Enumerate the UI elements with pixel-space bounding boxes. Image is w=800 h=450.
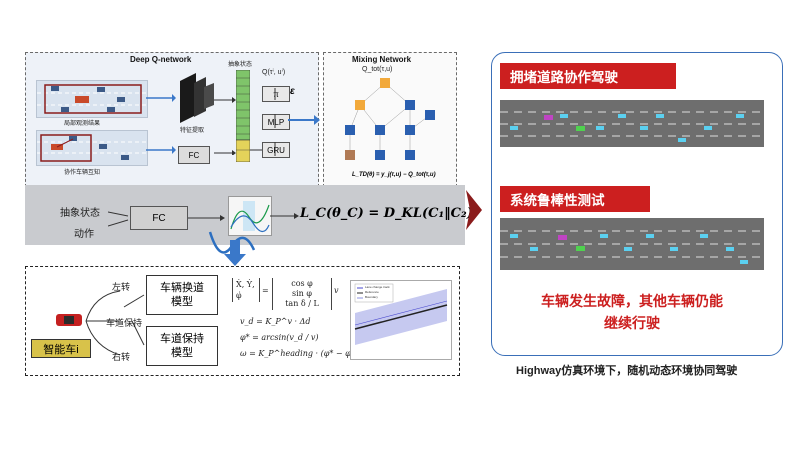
band-arrows-icon (108, 211, 225, 227)
plot-legend-3: Boundary (365, 295, 378, 299)
coop-caption: 协作车辆互知 (64, 170, 101, 176)
left-turn-label: 左转 (112, 282, 131, 292)
failure-description: 车辆发生故障，其他车辆仍能 继续行驶 (500, 290, 764, 334)
failure-line-1: 车辆发生故障，其他车辆仍能 (541, 293, 723, 309)
trajectory-plot: Lane change track Reference Boundary (350, 280, 452, 360)
cooperation-image (36, 130, 148, 166)
highway-sim-1 (500, 100, 764, 147)
band-fc-box: FC (130, 206, 188, 230)
plot-legend-1: Lane change track (365, 285, 390, 289)
branch-arrows-icon (85, 290, 145, 356)
velocity-symbol: v (334, 286, 339, 295)
failure-line-2: 继续行驶 (604, 315, 660, 331)
banner-congested-road: 拥堵道路协作驾驶 (500, 63, 676, 89)
local-obs-caption: 局部观测结果 (64, 121, 101, 127)
lane-keep-model-box: 车道保持模型 (146, 326, 218, 366)
smart-car-label: 智能车i (31, 339, 91, 358)
distribution-plot (228, 196, 272, 236)
highway-scene-2-icon (500, 230, 764, 264)
band-action: 动作 (74, 229, 94, 240)
input-arrows-icon (146, 94, 176, 154)
epsilon-label: ε (290, 86, 295, 97)
band-abstract-state: 抽象状态 (60, 208, 100, 219)
abstract-state-vector-icon (236, 70, 250, 162)
cooperative-road-icon (37, 134, 147, 162)
right-turn-label: 右转 (112, 352, 131, 362)
mlp-box: MLP (262, 114, 290, 130)
pi-box: π (262, 86, 290, 102)
simulation-caption: Highway仿真环境下，随机动态环境协同驾驶 (516, 365, 738, 377)
dqn-connections-icon (250, 88, 320, 156)
mixing-network-graph-icon (345, 78, 435, 160)
equation-phi: φ* = arcsin(v_d / v) (240, 333, 319, 342)
abstract-state-title: 抽象状态 (228, 62, 253, 68)
lane-keep-small-label: 车道保持 (106, 318, 143, 328)
lane-keep-model-text: 车道保持模型 (160, 333, 204, 359)
kl-loss-formula: L_C(θ_C) = D_KL(C₁‖C₂) (300, 206, 473, 221)
mixing-title: Mixing Network (352, 55, 412, 64)
band-arrow-2-icon (270, 213, 299, 219)
dqn-title: Deep Q-network (130, 55, 192, 64)
lane-change-model-box: 车辆换道模型 (146, 275, 218, 315)
q-value-label: Q(τⁱ, uⁱ) (262, 69, 286, 76)
matrix-row-3: tan δ / L (285, 299, 319, 308)
equation-vd: v_d = K_P^v · Δd (240, 317, 311, 326)
matrix-row-1: cos φ (291, 279, 313, 288)
right-chevron-icon (466, 190, 482, 230)
red-car-icon (56, 314, 82, 326)
lane-change-model-text: 车辆换道模型 (160, 282, 204, 308)
q-tot-label: Q_tot(τ,u) (362, 66, 393, 73)
gru-box: GRU (262, 142, 290, 158)
road-scene-icon (37, 84, 147, 114)
kinematic-matrix: cos φ sin φ tan δ / L (272, 278, 332, 310)
matrix-row-2: sin φ (292, 289, 312, 298)
td-loss-formula: L_TD(θ) = y_j(τ,u) − Q_tot(τ,u) (352, 172, 436, 178)
state-vector: Ẋ, Ẏ, φ̇ (232, 278, 260, 302)
banner-robustness-test: 系统鲁棒性测试 (500, 186, 650, 212)
highway-sim-2 (500, 218, 764, 270)
local-observation-image (36, 80, 148, 118)
plot-legend-2: Reference (365, 290, 379, 294)
distribution-curve-icon (230, 201, 270, 233)
down-arrow-icon (224, 240, 246, 266)
highway-scene-1-icon (500, 111, 764, 142)
dqn-fc-box: FC (178, 146, 210, 164)
trajectory-chart-icon (354, 283, 448, 345)
equation-omega: ω = K_P^heading · (φ* − φ) (240, 349, 354, 358)
cnn-feature-icon (180, 73, 214, 123)
feature-arrows-icon (214, 97, 236, 155)
feature-label: 特征提取 (180, 128, 205, 134)
